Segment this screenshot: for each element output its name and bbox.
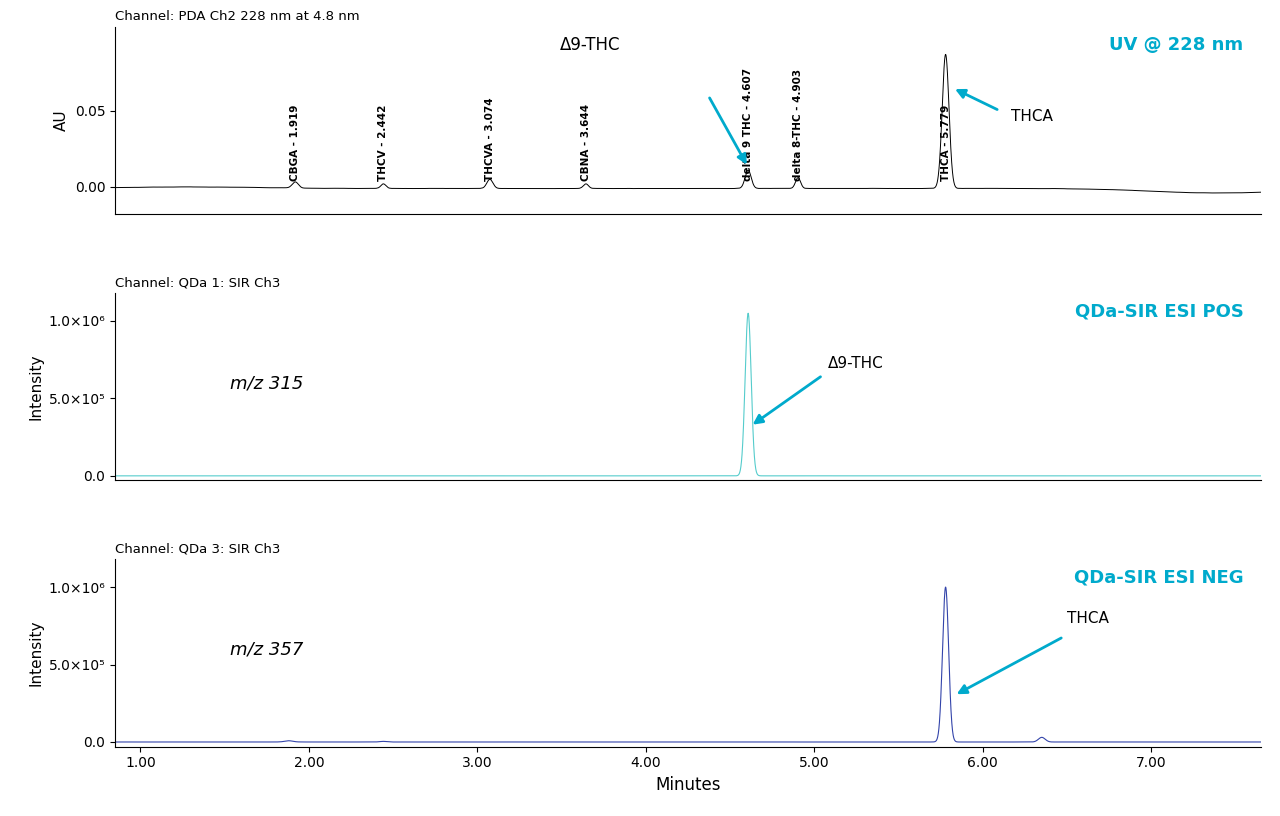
- Text: m/z 357: m/z 357: [230, 641, 303, 659]
- Y-axis label: AU: AU: [54, 110, 69, 131]
- Text: CBNA - 3.644: CBNA - 3.644: [581, 104, 591, 181]
- Text: THCVA - 3.074: THCVA - 3.074: [485, 97, 495, 181]
- Text: THCV - 2.442: THCV - 2.442: [379, 104, 388, 181]
- Text: delta 8-THC - 4.903: delta 8-THC - 4.903: [794, 69, 803, 181]
- Text: QDa-SIR ESI POS: QDa-SIR ESI POS: [1075, 303, 1244, 321]
- X-axis label: Minutes: Minutes: [655, 776, 721, 794]
- Text: Channel: PDA Ch2 228 nm at 4.8 nm: Channel: PDA Ch2 228 nm at 4.8 nm: [115, 10, 360, 23]
- Text: THCA: THCA: [1068, 611, 1108, 626]
- Text: delta 9 THC - 4.607: delta 9 THC - 4.607: [744, 68, 753, 181]
- Text: Channel: QDa 1: SIR Ch3: Channel: QDa 1: SIR Ch3: [115, 276, 280, 289]
- Text: UV @ 228 nm: UV @ 228 nm: [1110, 36, 1244, 55]
- Text: m/z 315: m/z 315: [230, 374, 303, 392]
- Text: THCA - 5.779: THCA - 5.779: [941, 104, 951, 181]
- Text: QDa-SIR ESI NEG: QDa-SIR ESI NEG: [1074, 569, 1244, 587]
- Y-axis label: Intensity: Intensity: [28, 353, 44, 420]
- Text: CBGA - 1.919: CBGA - 1.919: [291, 104, 301, 181]
- Text: Δ9-THC: Δ9-THC: [828, 356, 883, 370]
- Text: Δ9-THC: Δ9-THC: [561, 36, 621, 55]
- Y-axis label: Intensity: Intensity: [28, 619, 44, 686]
- Text: Channel: QDa 3: SIR Ch3: Channel: QDa 3: SIR Ch3: [115, 543, 280, 555]
- Text: THCA: THCA: [1011, 109, 1053, 124]
